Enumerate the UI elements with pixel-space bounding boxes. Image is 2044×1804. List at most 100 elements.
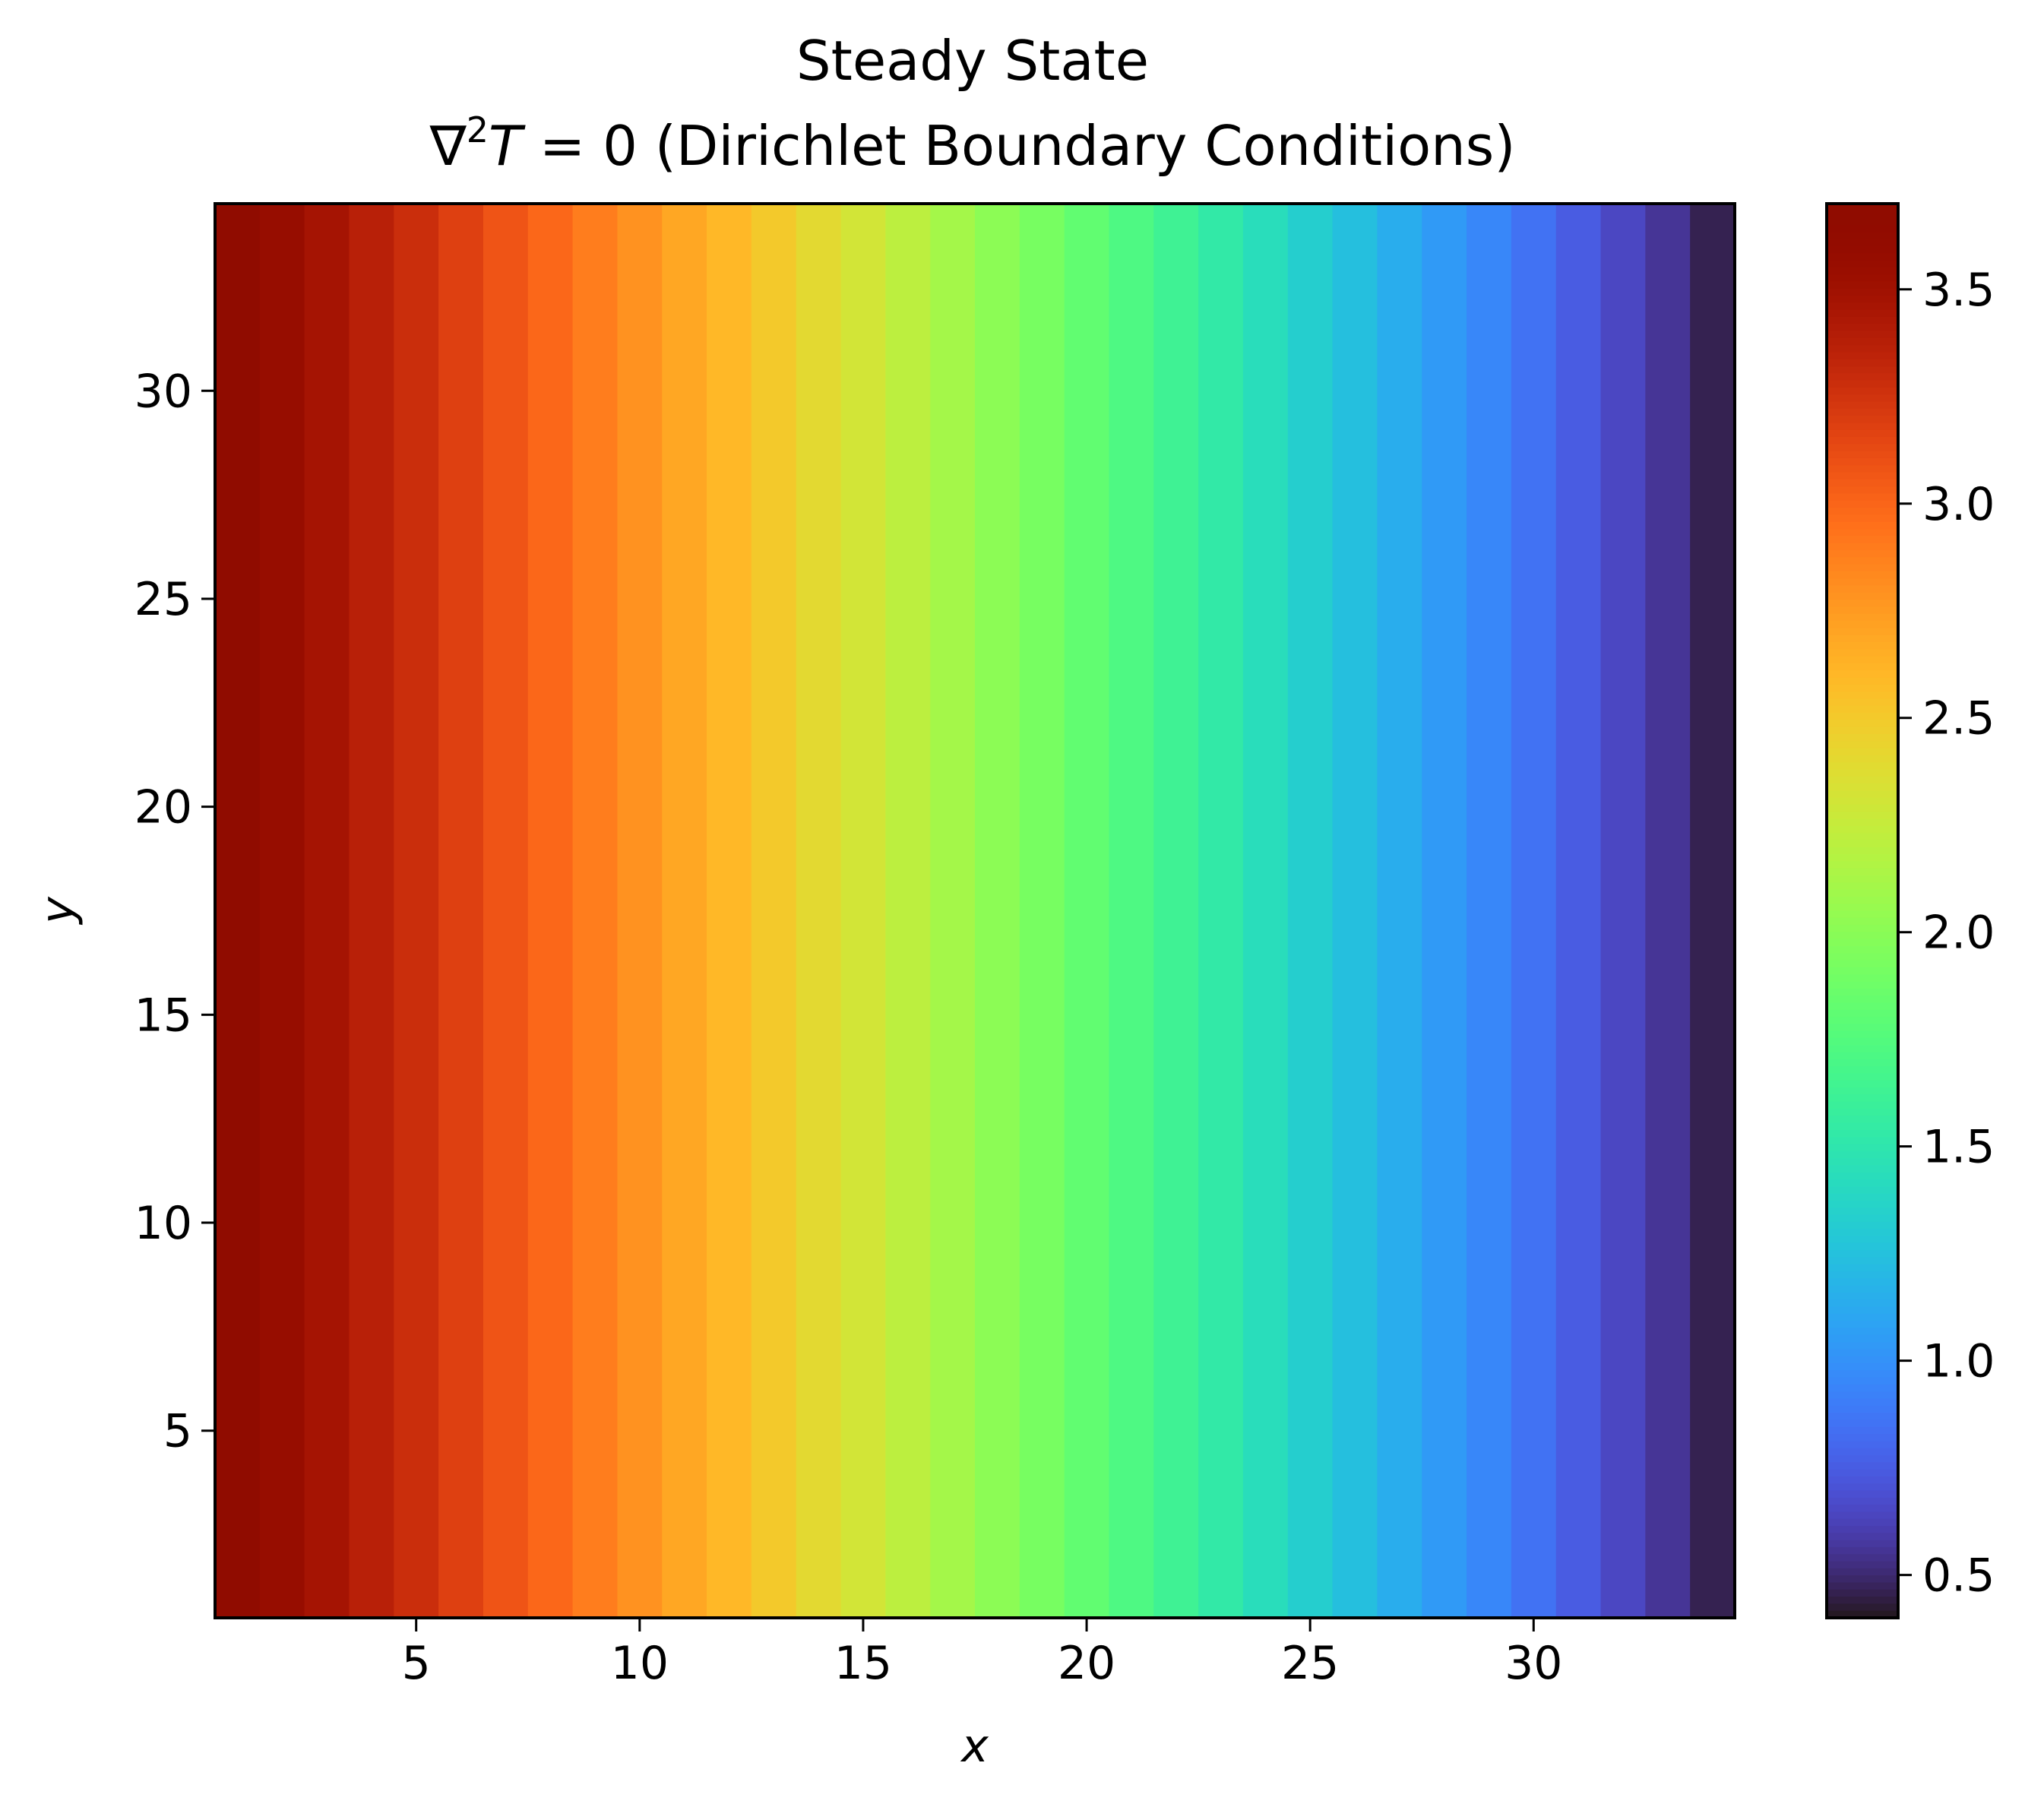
colorbar-strip	[1827, 641, 1898, 650]
heatmap-column	[438, 204, 484, 1618]
colorbar-strip	[1827, 904, 1898, 912]
colorbar-strip	[1827, 359, 1898, 368]
heatmap-column	[572, 204, 619, 1618]
colorbar-strip	[1827, 974, 1898, 983]
heatmap-column	[885, 204, 931, 1618]
colorbar-strip	[1827, 953, 1898, 961]
colorbar-strip	[1827, 840, 1898, 848]
heatmap-column	[259, 204, 305, 1618]
colorbar-strip	[1827, 1172, 1898, 1181]
colorbar-strip	[1827, 692, 1898, 700]
colorbar-strip	[1827, 1080, 1898, 1089]
colorbar-strip	[1827, 500, 1898, 509]
colorbar-strip	[1827, 1328, 1898, 1336]
colorbar-strip	[1827, 316, 1898, 325]
colorbar-strip	[1827, 967, 1898, 976]
colorbar-strip	[1827, 592, 1898, 601]
colorbar-strip	[1827, 288, 1898, 296]
colorbar-strip	[1827, 529, 1898, 537]
colorbar-strip	[1827, 995, 1898, 1004]
colorbar-strip	[1827, 1109, 1898, 1117]
colorbar-tick-label: 3.5	[1922, 264, 1995, 317]
colorbar-strip	[1827, 429, 1898, 438]
colorbar-strip	[1827, 204, 1898, 212]
colorbar-strip	[1827, 1363, 1898, 1372]
colorbar-strip	[1827, 380, 1898, 388]
heatmap-column	[304, 204, 350, 1618]
colorbar-strip	[1827, 854, 1898, 862]
colorbar-strip	[1827, 1066, 1898, 1074]
heatmap-column	[1645, 204, 1691, 1618]
colorbar-strip	[1827, 1490, 1898, 1499]
subtitle-variable: T	[489, 114, 526, 178]
heatmap-column	[662, 204, 707, 1618]
colorbar-strip	[1827, 1116, 1898, 1124]
colorbar-strip	[1827, 1384, 1898, 1393]
heatmap-column	[1511, 204, 1557, 1618]
colorbar-strip	[1827, 274, 1898, 283]
colorbar-strip	[1827, 557, 1898, 565]
colorbar-strip	[1827, 1165, 1898, 1173]
x-tick-label: 30	[1505, 1637, 1562, 1690]
colorbar-strip	[1827, 1150, 1898, 1160]
colorbar-strip	[1827, 1441, 1898, 1449]
colorbar-strip	[1827, 720, 1898, 728]
colorbar-strip	[1827, 889, 1898, 897]
colorbar-strip	[1827, 281, 1898, 290]
x-axis-ticks: 5 10 15 20 25 30	[402, 1618, 1562, 1690]
colorbar-strip	[1827, 1144, 1898, 1152]
colorbar-strip	[1827, 783, 1898, 792]
colorbar-strip	[1827, 663, 1898, 672]
heatmap-column	[483, 204, 529, 1618]
colorbar-strip	[1827, 621, 1898, 629]
colorbar-strip	[1827, 543, 1898, 551]
colorbar-strip	[1827, 635, 1898, 643]
colorbar-strip	[1827, 600, 1898, 608]
colorbar-strip	[1827, 1370, 1898, 1378]
colorbar-strip	[1827, 578, 1898, 587]
heatmap-column	[349, 204, 394, 1618]
colorbar-strip	[1827, 868, 1898, 876]
colorbar-strip	[1827, 366, 1898, 375]
colorbar-strip	[1827, 762, 1898, 771]
colorbar-strip	[1827, 1597, 1898, 1605]
colorbar-tick-label: 1.5	[1922, 1121, 1995, 1174]
heatmap-column	[1153, 204, 1199, 1618]
heatmap-column	[1019, 204, 1065, 1618]
colorbar-strip	[1827, 705, 1898, 714]
colorbar-strip	[1827, 946, 1898, 954]
colorbar-strip	[1827, 1469, 1898, 1477]
colorbar-strip	[1827, 260, 1898, 268]
colorbar-strip	[1827, 748, 1898, 756]
colorbar-strip	[1827, 1546, 1898, 1556]
heatmap-column	[1198, 204, 1244, 1618]
colorbar-strip	[1827, 1158, 1898, 1166]
colorbar-strip	[1827, 1257, 1898, 1265]
heatmap-column	[1242, 204, 1289, 1618]
colorbar-strip	[1827, 896, 1898, 905]
colorbar-strip	[1827, 267, 1898, 276]
colorbar-strip	[1827, 1391, 1898, 1400]
colorbar-strip	[1827, 755, 1898, 764]
colorbar-strip	[1827, 712, 1898, 721]
colorbar-strip	[1827, 1568, 1898, 1577]
colorbar-strip	[1827, 1002, 1898, 1011]
colorbar-tick-label: 2.0	[1922, 907, 1995, 960]
colorbar-strip	[1827, 549, 1898, 559]
colorbar-strip	[1827, 1349, 1898, 1357]
x-tick-label: 5	[402, 1637, 431, 1690]
colorbar-strip	[1827, 988, 1898, 997]
colorbar-strip	[1827, 345, 1898, 353]
colorbar-strip	[1827, 423, 1898, 431]
colorbar-strip	[1827, 1059, 1898, 1068]
x-tick-label: 10	[611, 1637, 669, 1690]
y-tick-label: 10	[134, 1197, 192, 1250]
colorbar-strip	[1827, 1122, 1898, 1131]
colorbar-tick-label: 1.0	[1922, 1335, 1995, 1388]
colorbar-strip	[1827, 217, 1898, 226]
colorbar-strip	[1827, 1313, 1898, 1322]
colorbar-strip	[1827, 684, 1898, 693]
colorbar-strip	[1827, 1610, 1898, 1619]
colorbar-strip	[1827, 1264, 1898, 1273]
